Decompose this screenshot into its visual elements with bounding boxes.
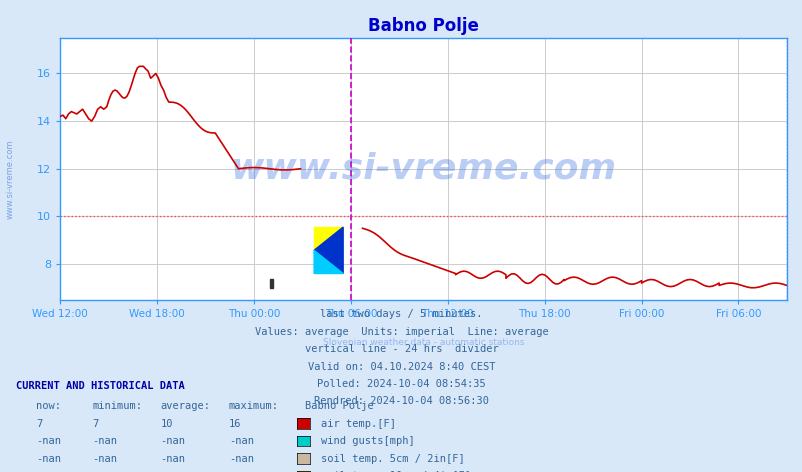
Polygon shape: [314, 227, 342, 250]
Text: Polled: 2024-10-04 08:54:35: Polled: 2024-10-04 08:54:35: [317, 379, 485, 389]
Text: -nan: -nan: [92, 471, 117, 472]
Text: vertical line - 24 hrs  divider: vertical line - 24 hrs divider: [304, 344, 498, 354]
Text: last two days / 5 minutes.: last two days / 5 minutes.: [320, 309, 482, 319]
Text: -nan: -nan: [36, 471, 61, 472]
Text: -nan: -nan: [160, 454, 185, 464]
Text: -nan: -nan: [36, 436, 61, 446]
Text: -nan: -nan: [36, 454, 61, 464]
Text: Rendred: 2024-10-04 08:56:30: Rendred: 2024-10-04 08:56:30: [314, 396, 488, 406]
Text: average:: average:: [160, 401, 210, 411]
Text: maximum:: maximum:: [229, 401, 278, 411]
Text: -nan: -nan: [229, 471, 253, 472]
Polygon shape: [314, 250, 342, 273]
Text: minimum:: minimum:: [92, 401, 142, 411]
Text: air temp.[F]: air temp.[F]: [321, 419, 395, 429]
Text: 10: 10: [160, 419, 173, 429]
Text: CURRENT AND HISTORICAL DATA: CURRENT AND HISTORICAL DATA: [16, 381, 184, 391]
Text: -nan: -nan: [229, 454, 253, 464]
Text: Slovenian weather data - automatic stations: Slovenian weather data - automatic stati…: [322, 337, 524, 347]
Text: Values: average  Units: imperial  Line: average: Values: average Units: imperial Line: av…: [254, 327, 548, 337]
Text: www.si-vreme.com: www.si-vreme.com: [6, 140, 15, 219]
Text: 16: 16: [229, 419, 241, 429]
Text: -nan: -nan: [92, 436, 117, 446]
Text: Babno Polje: Babno Polje: [305, 401, 374, 411]
Bar: [270, 279, 273, 288]
Text: -nan: -nan: [160, 436, 185, 446]
Text: Valid on: 04.10.2024 8:40 CEST: Valid on: 04.10.2024 8:40 CEST: [307, 362, 495, 371]
Text: -nan: -nan: [92, 454, 117, 464]
Title: Babno Polje: Babno Polje: [367, 17, 479, 35]
Text: 7: 7: [36, 419, 43, 429]
Text: now:: now:: [36, 401, 61, 411]
Polygon shape: [314, 227, 342, 273]
Text: 7: 7: [92, 419, 99, 429]
Text: -nan: -nan: [229, 436, 253, 446]
Text: wind gusts[mph]: wind gusts[mph]: [321, 436, 415, 446]
Text: -nan: -nan: [160, 471, 185, 472]
Text: soil temp. 10cm / 4in[F]: soil temp. 10cm / 4in[F]: [321, 471, 471, 472]
Text: www.si-vreme.com: www.si-vreme.com: [230, 152, 616, 186]
Text: soil temp. 5cm / 2in[F]: soil temp. 5cm / 2in[F]: [321, 454, 464, 464]
